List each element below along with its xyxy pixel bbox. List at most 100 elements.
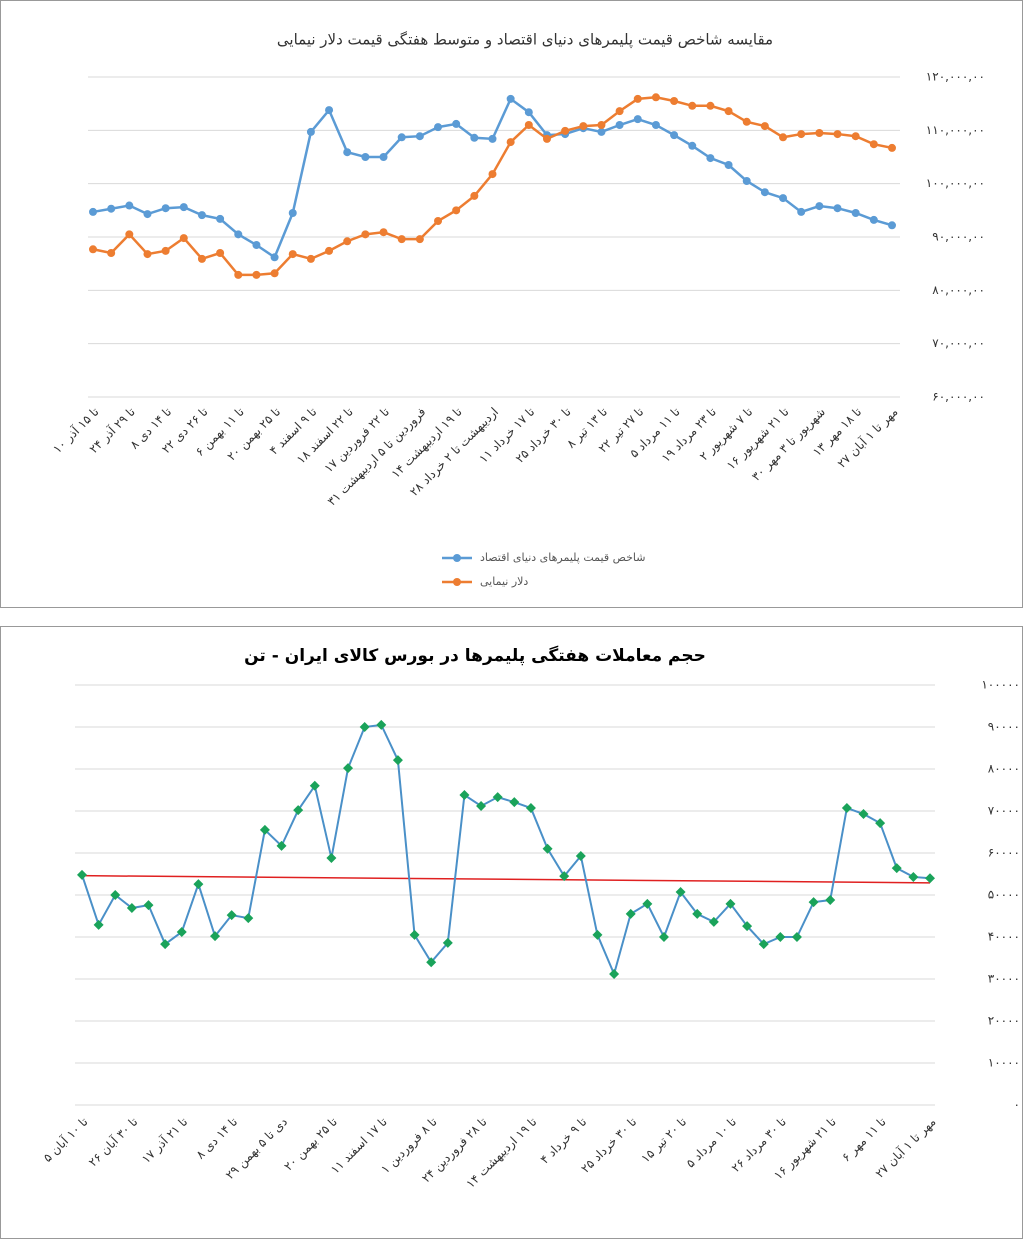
data-point — [758, 939, 769, 950]
data-point — [434, 217, 443, 225]
data-point — [252, 270, 261, 279]
data-point — [409, 929, 420, 940]
data-point — [452, 206, 461, 215]
y-tick-label: ۳۰۰۰۰ — [988, 972, 1020, 986]
y-tick-label: ۸۰۰۰۰ — [988, 762, 1020, 776]
data-point — [89, 245, 97, 254]
trend-line — [81, 874, 931, 884]
data-point — [542, 843, 553, 854]
data-point — [288, 209, 297, 217]
data-point — [742, 921, 753, 932]
y-tick-label: ۱۰۰۰۰۰ — [981, 678, 1020, 692]
data-point — [760, 188, 769, 197]
data-point — [506, 94, 515, 103]
data-point — [492, 792, 503, 803]
data-point — [415, 235, 424, 244]
data-point — [309, 780, 320, 791]
data-point — [858, 808, 869, 819]
data-point — [724, 107, 733, 116]
legend-label: شاخص قیمت پلیمرهای دنیای اقتصاد — [480, 551, 645, 564]
chart-title: مقایسه شاخص قیمت پلیمرهای دنیای اقتصاد و… — [277, 31, 773, 50]
data-point — [609, 968, 620, 979]
chart-frame — [0, 626, 1023, 1239]
data-point — [426, 957, 437, 968]
data-point — [442, 937, 453, 948]
data-point — [397, 235, 406, 244]
data-point — [742, 177, 751, 185]
data-point — [779, 194, 788, 203]
y-tick-label: ۹۰,۰۰۰,۰۰ — [932, 230, 985, 244]
data-point — [791, 932, 802, 942]
data-point — [359, 722, 370, 732]
data-point — [724, 161, 733, 169]
data-point — [891, 863, 902, 874]
data-point — [488, 134, 497, 143]
data-point — [361, 153, 370, 161]
data-point — [797, 207, 806, 216]
data-point — [216, 214, 225, 223]
data-point — [376, 719, 387, 730]
data-point — [742, 117, 751, 126]
legend-marker — [453, 578, 461, 586]
data-point — [575, 850, 586, 861]
data-point — [259, 824, 270, 835]
data-point — [343, 237, 352, 246]
data-point — [688, 141, 697, 150]
data-point — [675, 887, 686, 898]
y-tick-label: ۵۰۰۰۰ — [988, 888, 1020, 902]
data-point — [524, 121, 533, 129]
data-point — [708, 916, 719, 927]
data-point — [392, 755, 403, 766]
data-point — [161, 204, 170, 213]
data-point — [326, 853, 337, 864]
data-point — [706, 101, 715, 110]
data-point — [379, 153, 388, 161]
data-point — [833, 204, 842, 213]
data-point — [815, 129, 824, 137]
data-point — [125, 201, 134, 210]
data-point — [888, 143, 896, 152]
data-point — [93, 919, 104, 930]
chart-title: حجم معاملات هفتگی پلیمرها در بورس کالای … — [244, 645, 706, 666]
data-point — [160, 939, 171, 950]
data-point — [143, 250, 152, 259]
data-point — [325, 106, 334, 115]
data-point — [509, 797, 520, 808]
data-point — [361, 230, 370, 239]
y-tick-label: ۷۰۰۰۰ — [988, 804, 1020, 818]
data-point — [597, 127, 606, 136]
data-point — [379, 228, 388, 237]
data-point — [642, 898, 653, 909]
data-point — [270, 269, 279, 278]
data-point — [143, 900, 154, 911]
data-point — [615, 121, 624, 129]
y-tick-label: ۱۱۰,۰۰۰,۰۰ — [926, 123, 985, 137]
data-point — [179, 234, 188, 243]
data-point — [579, 122, 588, 131]
data-point — [815, 202, 824, 211]
y-tick-label: ۷۰,۰۰۰,۰۰ — [932, 336, 985, 350]
data-point — [270, 253, 279, 262]
data-point — [476, 800, 487, 811]
y-tick-label: ۴۰۰۰۰ — [988, 930, 1020, 944]
data-point — [243, 913, 254, 924]
data-point — [459, 790, 470, 801]
data-point — [77, 869, 87, 880]
data-point — [825, 895, 836, 906]
data-point — [176, 926, 187, 937]
data-point — [107, 249, 116, 257]
data-point — [561, 126, 570, 135]
data-point — [651, 121, 660, 129]
y-tick-label: ۰ — [1014, 1098, 1020, 1112]
data-point — [325, 246, 334, 255]
data-point — [197, 254, 206, 263]
data-point — [869, 140, 878, 149]
y-tick-label: ۱۰۰۰۰ — [988, 1056, 1020, 1070]
data-point — [625, 908, 636, 919]
data-point — [542, 134, 551, 143]
data-point — [908, 871, 919, 882]
data-point — [293, 805, 304, 816]
data-point — [524, 108, 533, 117]
legend-marker — [453, 554, 461, 562]
